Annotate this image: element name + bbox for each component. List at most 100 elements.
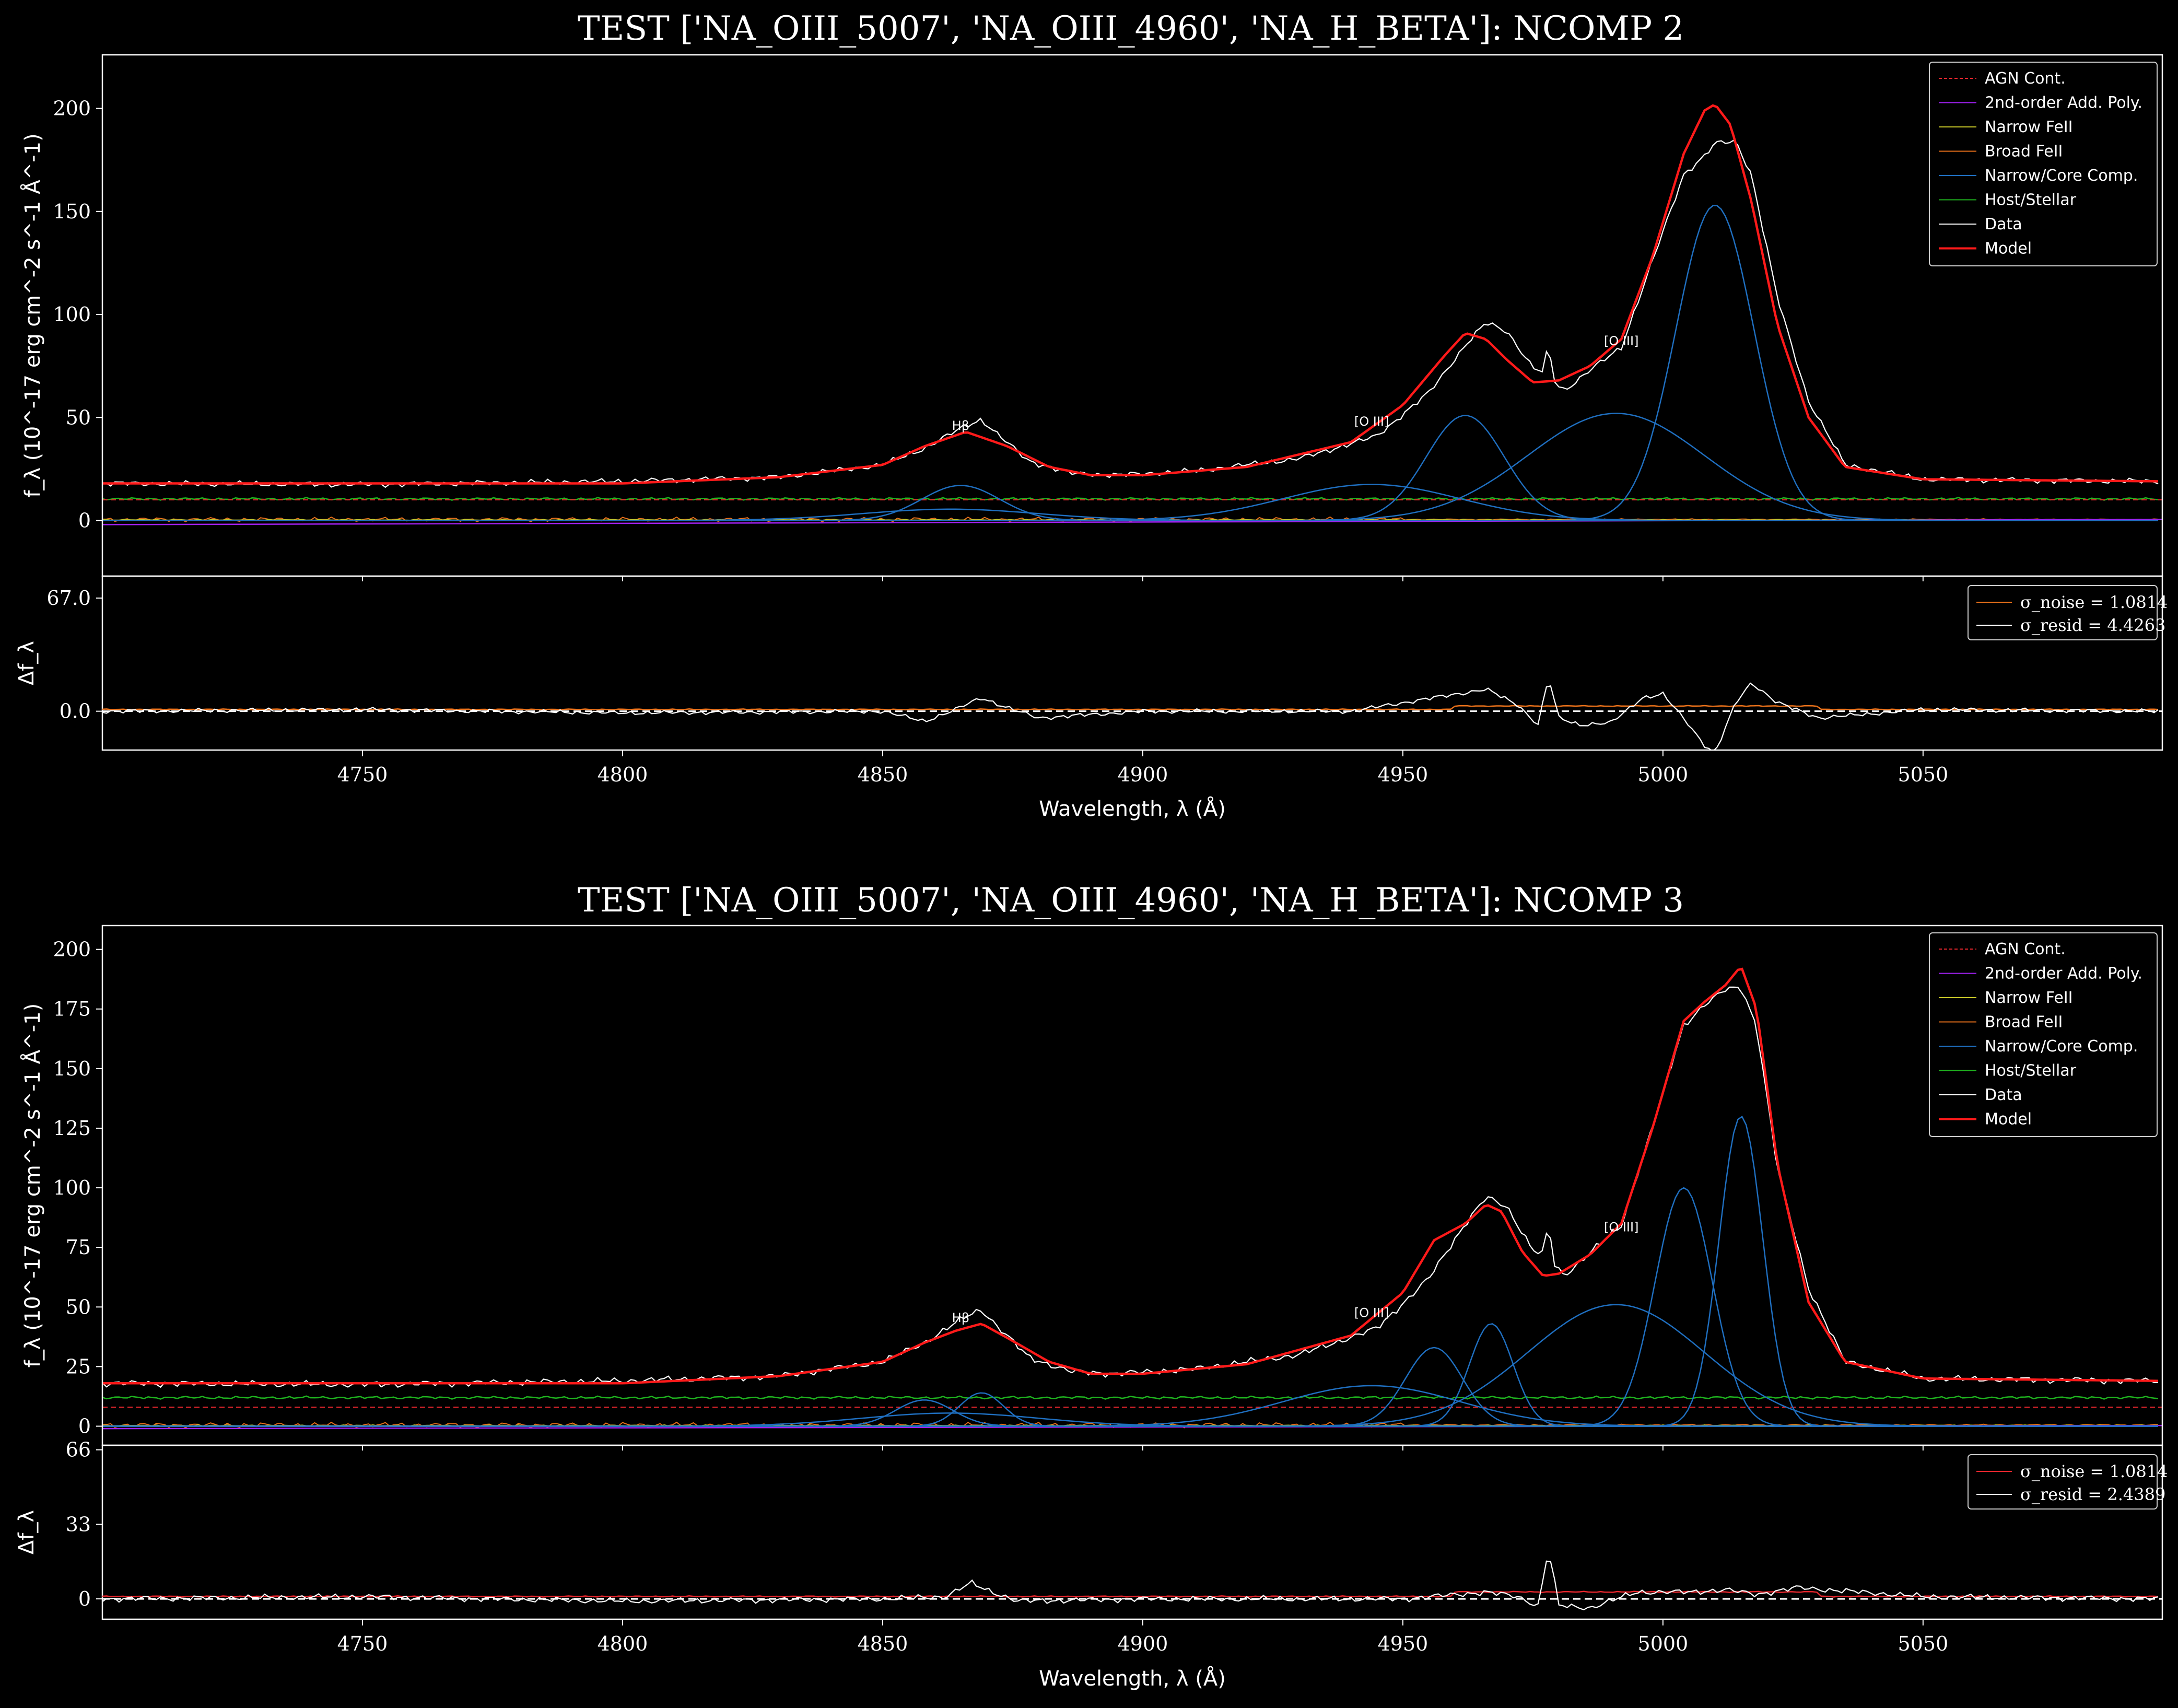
legend-label: Narrow/Core Comp. bbox=[1985, 1037, 2138, 1056]
residual-y-tick-label: 0 bbox=[78, 1587, 91, 1610]
legend-label: AGN Cont. bbox=[1985, 940, 2066, 958]
y-tick-label: 200 bbox=[53, 938, 91, 961]
line-annotation-2: [O III] bbox=[1354, 414, 1389, 429]
chart-title-2: TEST ['NA_OIII_5007', 'NA_OIII_4960', 'N… bbox=[578, 881, 1684, 920]
narrow-core-gaussian-8 bbox=[102, 1385, 2158, 1427]
y-tick-label: 175 bbox=[53, 998, 91, 1021]
residual-line bbox=[102, 682, 2159, 750]
line-annotation-3: [O III] bbox=[1604, 334, 1638, 348]
line-annotation-2: [O III] bbox=[1354, 1306, 1389, 1320]
y-tick-label: 150 bbox=[53, 200, 91, 223]
residual-legend-label: σ_resid = 4.4263 bbox=[2020, 615, 2165, 635]
x-tick-label: 4800 bbox=[598, 1632, 648, 1655]
y-tick-label: 0 bbox=[78, 509, 91, 532]
narrow-core-gaussian-7 bbox=[102, 1304, 2158, 1427]
legend-box bbox=[1929, 932, 2158, 1137]
residual-y-axis-label: Δf_λ bbox=[15, 1510, 39, 1554]
narrow-core-gaussian-1 bbox=[102, 1115, 2158, 1427]
legend-label: Narrow FeII bbox=[1985, 989, 2073, 1007]
line-annotation-1: Hβ bbox=[952, 418, 969, 433]
legend-label: Model bbox=[1985, 240, 2032, 258]
main-plot-area bbox=[102, 967, 2162, 1430]
legend-label: Broad FeII bbox=[1985, 1013, 2063, 1032]
model-line bbox=[102, 967, 2159, 1385]
legend-label: AGN Cont. bbox=[1985, 69, 2066, 88]
host-stellar-line bbox=[102, 497, 2159, 501]
residual-plot-area bbox=[102, 682, 2162, 750]
legend-label: Narrow FeII bbox=[1985, 118, 2073, 136]
y-tick-label: 25 bbox=[66, 1355, 91, 1378]
narrow-core-gaussian-5 bbox=[102, 484, 2158, 521]
residual-axes-frame bbox=[101, 575, 2163, 751]
line-annotation-1: Hβ bbox=[952, 1311, 969, 1325]
y-axis-label: f_λ (10^-17 erg cm^-2 s^-1 Å^-1) bbox=[20, 1003, 45, 1367]
residual-y-axis-label: Δf_λ bbox=[15, 641, 39, 685]
narrow-core-gaussian-4 bbox=[102, 1347, 2158, 1427]
residual-legend-box bbox=[1968, 1454, 2158, 1510]
residual-noise-line bbox=[102, 705, 2159, 711]
x-tick-label: 5050 bbox=[1898, 763, 1948, 786]
host-stellar-line bbox=[102, 1395, 2159, 1400]
x-tick-label: 5000 bbox=[1638, 1632, 1689, 1655]
x-tick-label: 4750 bbox=[337, 763, 388, 786]
narrow-core-gaussian-3 bbox=[102, 485, 2158, 521]
x-tick-label: 5050 bbox=[1898, 1632, 1948, 1655]
data-line bbox=[102, 139, 2159, 488]
residual-axes-frame bbox=[101, 1444, 2163, 1620]
y-tick-label: 100 bbox=[53, 303, 91, 326]
legend-label: Model bbox=[1985, 1110, 2032, 1129]
x-tick-label: 4750 bbox=[337, 1632, 388, 1655]
residual-legend-label: σ_resid = 2.4389 bbox=[2020, 1484, 2165, 1504]
legend-label: Data bbox=[1985, 215, 2022, 233]
residual-plot-area bbox=[102, 1560, 2162, 1610]
y-tick-label: 50 bbox=[66, 1295, 91, 1318]
line-annotation-3: [O III] bbox=[1604, 1220, 1638, 1234]
narrow-core-gaussian-9 bbox=[102, 1412, 2158, 1427]
x-tick-label: 4850 bbox=[858, 1632, 908, 1655]
x-tick-label: 4900 bbox=[1118, 1632, 1168, 1655]
main-axes-frame bbox=[101, 925, 2163, 1446]
panel-2: Hβ [O III] [O III] 0 25 50 75 100 125 150 175 200 f_… bbox=[15, 925, 2168, 1691]
x-axis-label: Wavelength, λ (Å) bbox=[1039, 796, 1226, 821]
residual-legend-label: σ_noise = 1.0814 bbox=[2020, 1461, 2168, 1481]
residual-legend-label: σ_noise = 1.0814 bbox=[2020, 592, 2168, 612]
model-line bbox=[102, 104, 2159, 485]
panel-1: Hβ [O III] [O III] 0 50 100 150 200 f_λ (10^-17 … bbox=[15, 54, 2168, 821]
y-axis-label: f_λ (10^-17 erg cm^-2 s^-1 Å^-1) bbox=[20, 133, 45, 497]
x-tick-label: 4950 bbox=[1378, 763, 1428, 786]
main-plot-area bbox=[102, 104, 2162, 525]
residual-y-tick-label: 33 bbox=[66, 1513, 91, 1536]
legend-box bbox=[1929, 62, 2158, 266]
data-line bbox=[102, 986, 2159, 1388]
residual-noise-line bbox=[102, 1590, 2159, 1598]
chart-panels: Hβ [O III] [O III] 0 50 100 150 200 f_λ (10^-17 … bbox=[15, 54, 2168, 1691]
x-tick-label: 4900 bbox=[1118, 763, 1168, 786]
narrow-core-gaussian-3 bbox=[102, 1323, 2158, 1427]
narrow-core-gaussian-2 bbox=[102, 1187, 2158, 1427]
legend-label: Host/Stellar bbox=[1985, 1062, 2077, 1080]
x-tick-label: 5000 bbox=[1638, 763, 1689, 786]
x-axis-label: Wavelength, λ (Å) bbox=[1039, 1666, 1226, 1691]
legend-label: Host/Stellar bbox=[1985, 191, 2077, 209]
x-tick-label: 4950 bbox=[1378, 1632, 1428, 1655]
chart-title-1: TEST ['NA_OIII_5007', 'NA_OIII_4960', 'N… bbox=[578, 9, 1684, 48]
y-tick-label: 0 bbox=[78, 1414, 91, 1437]
y-tick-label: 150 bbox=[53, 1057, 91, 1080]
narrow-core-gaussian-6 bbox=[102, 508, 2158, 521]
residual-y-tick-label: 66 bbox=[66, 1438, 91, 1461]
x-tick-label: 4850 bbox=[858, 763, 908, 786]
narrow-core-gaussian-1 bbox=[102, 205, 2158, 521]
x-tick-label: 4800 bbox=[598, 763, 648, 786]
legend-label: 2nd-order Add. Poly. bbox=[1985, 94, 2142, 112]
y-tick-label: 50 bbox=[66, 406, 91, 429]
legend-label: Narrow/Core Comp. bbox=[1985, 167, 2138, 185]
legend-label: 2nd-order Add. Poly. bbox=[1985, 965, 2142, 983]
y-tick-label: 125 bbox=[53, 1117, 91, 1140]
y-tick-label: 200 bbox=[53, 97, 91, 120]
y-tick-label: 100 bbox=[53, 1176, 91, 1199]
legend-label: Data bbox=[1985, 1086, 2022, 1104]
y-tick-label: 75 bbox=[66, 1236, 91, 1259]
legend-label: Broad FeII bbox=[1985, 143, 2063, 161]
residual-legend-box bbox=[1968, 585, 2158, 640]
